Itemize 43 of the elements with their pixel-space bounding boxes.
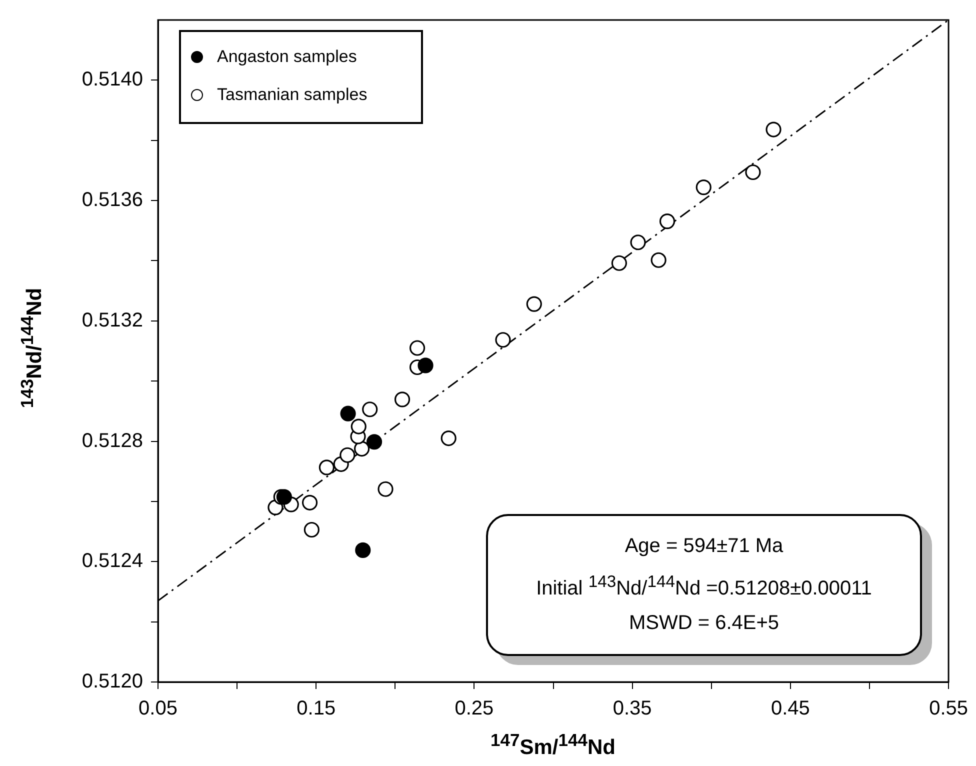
- point: [440, 430, 456, 446]
- annotation: Initial $^{143}$Nd/$^{144}$Nd =0.51208±0.00011: [536, 570, 872, 602]
- y-tick-label: 0.5120: [82, 670, 143, 693]
- point: [366, 434, 382, 450]
- point: [766, 122, 782, 138]
- point: [630, 234, 646, 250]
- x-tick-label: 0.55: [929, 698, 968, 720]
- point: [526, 296, 542, 312]
- x-tick-label: 0.05: [138, 698, 178, 720]
- annotation: MSWD = 6.4E+5: [628, 611, 780, 636]
- annotation: Age = 594±71 Ma: [624, 534, 784, 559]
- point: [378, 481, 394, 497]
- point: [394, 392, 410, 408]
- point: [745, 164, 761, 180]
- x-tick-label: 0.45: [770, 698, 810, 720]
- x-tick-label: 0.35: [612, 698, 652, 720]
- point: [276, 489, 292, 505]
- point: [650, 252, 666, 268]
- point: [350, 418, 366, 434]
- y-tick-label: 0.5128: [82, 430, 143, 452]
- point: [409, 340, 426, 356]
- point: [340, 447, 356, 463]
- point: [355, 542, 371, 558]
- point: [340, 406, 356, 422]
- y-tick-label: 0.5132: [82, 309, 143, 332]
- x-axis-title: $^{147}$Sm/$^{144}$Nd: [490, 730, 616, 760]
- point: [318, 460, 334, 476]
- x-tick-label: 0.15: [296, 698, 336, 720]
- y-tick-label: 0.5140: [82, 68, 143, 91]
- point: [304, 522, 320, 538]
- point: [696, 180, 712, 196]
- x-tick-label: 0.25: [454, 698, 494, 720]
- point: [659, 214, 676, 230]
- y-tick-label: 0.5124: [82, 550, 143, 572]
- point: [418, 358, 434, 374]
- legend-label: Tasmanian samples: [217, 85, 368, 105]
- point: [302, 494, 318, 510]
- point: [495, 332, 511, 348]
- y-tick-label: 0.5136: [82, 189, 143, 212]
- point: [611, 255, 627, 271]
- legend-label: Angaston samples: [217, 47, 357, 67]
- point: [354, 440, 370, 457]
- point: [362, 402, 378, 418]
